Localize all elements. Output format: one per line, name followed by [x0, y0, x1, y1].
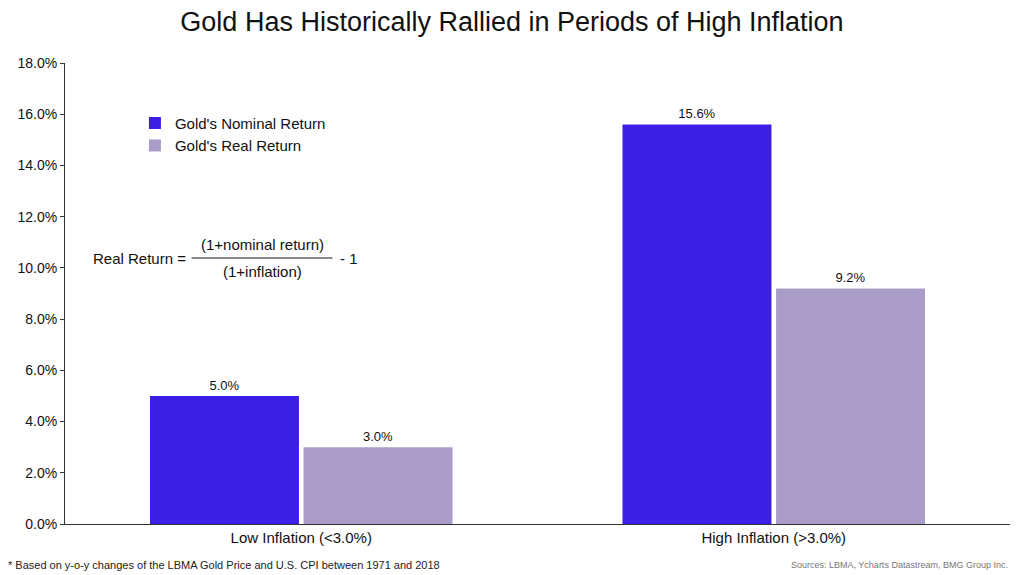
svg-text:0.0%: 0.0%: [25, 516, 57, 532]
svg-text:12.0%: 12.0%: [17, 209, 57, 225]
svg-text:15.6%: 15.6%: [678, 106, 715, 121]
svg-text:4.0%: 4.0%: [25, 413, 57, 429]
svg-text:2.0%: 2.0%: [25, 465, 57, 481]
svg-text:6.0%: 6.0%: [25, 362, 57, 378]
svg-text:(1+inflation): (1+inflation): [223, 263, 302, 280]
svg-text:18.0%: 18.0%: [17, 55, 57, 71]
svg-text:Real Return =: Real Return =: [93, 250, 186, 267]
svg-text:(1+nominal return): (1+nominal return): [201, 236, 324, 253]
svg-text:14.0%: 14.0%: [17, 157, 57, 173]
svg-text:8.0%: 8.0%: [25, 311, 57, 327]
svg-text:- 1: - 1: [340, 250, 358, 267]
svg-text:5.0%: 5.0%: [209, 378, 239, 393]
svg-text:9.2%: 9.2%: [835, 270, 865, 285]
svg-text:Sources: LBMA, Ycharts Datastr: Sources: LBMA, Ycharts Datastream, BMG G…: [791, 560, 1008, 570]
svg-text:High Inflation (>3.0%): High Inflation (>3.0%): [701, 529, 846, 546]
svg-text:Gold Has Historically Rallied: Gold Has Historically Rallied in Periods…: [180, 7, 843, 37]
svg-text:Gold's Real Return: Gold's Real Return: [175, 137, 301, 154]
svg-text:Low Inflation (<3.0%): Low Inflation (<3.0%): [231, 529, 372, 546]
svg-text:10.0%: 10.0%: [17, 260, 57, 276]
svg-text:3.0%: 3.0%: [363, 429, 393, 444]
svg-text:* Based on y-o-y changes of th: * Based on y-o-y changes of the LBMA Gol…: [8, 559, 440, 571]
svg-text:Gold's Nominal Return: Gold's Nominal Return: [175, 115, 325, 132]
svg-text:16.0%: 16.0%: [17, 106, 57, 122]
